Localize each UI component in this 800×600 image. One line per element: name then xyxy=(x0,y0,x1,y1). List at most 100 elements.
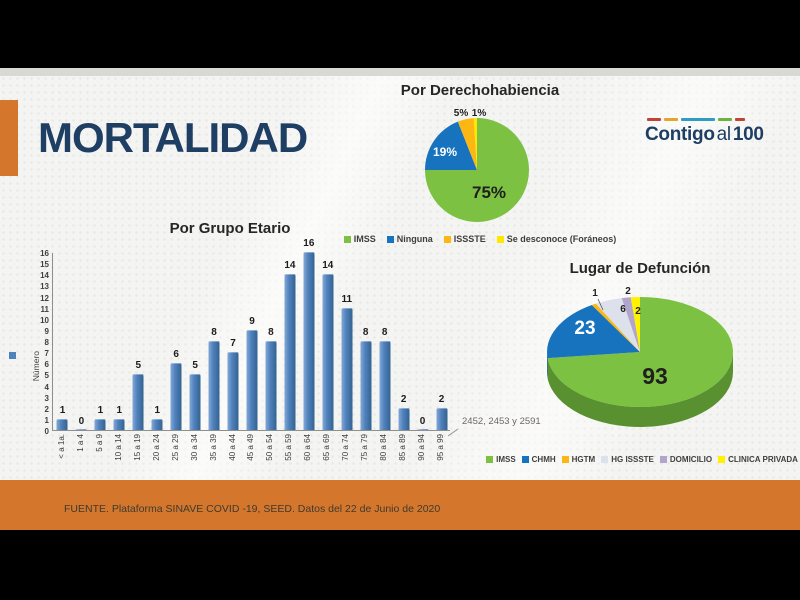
pie-chart-derechohabiencia: 75% 19% 5% 1% xyxy=(425,108,529,222)
contigo-al-100-logo: Contigo al 100 xyxy=(645,118,775,146)
bar-value: 8 xyxy=(381,327,388,338)
x-axis-label: 1 a 4 xyxy=(71,434,90,486)
pie-slice-side-CHMH xyxy=(547,352,548,379)
pie-label-IMSS: 93 xyxy=(642,363,668,389)
y-axis-tick-label: 5 xyxy=(44,371,49,381)
x-axis-label: 90 a 94 xyxy=(412,434,431,486)
x-axis-label-text: 75 a 79 xyxy=(360,434,370,461)
y-axis-tick-label: 11 xyxy=(40,304,49,314)
bar-value: 14 xyxy=(284,260,296,272)
x-axis-label-text: 15 a 19 xyxy=(132,434,142,461)
pie-slice-Ninguna xyxy=(425,121,477,170)
x-axis-label: 95 a 99 xyxy=(431,434,450,486)
x-axis-label: 5 a 9 xyxy=(90,434,109,486)
x-axis-label: 25 a 29 xyxy=(166,434,185,486)
bar-column: 8 xyxy=(375,253,394,430)
legend-label: ISSSTE xyxy=(453,234,486,244)
x-axis-label: 15 a 19 xyxy=(128,434,147,486)
page-title: MORTALIDAD xyxy=(38,114,308,161)
pie-label-HG ISSSTE: 6 xyxy=(620,304,626,315)
bar-value: 8 xyxy=(211,327,217,338)
y-axis-tick-label: 1 xyxy=(44,415,49,425)
bar-value: 5 xyxy=(192,360,198,372)
legend-label: IMSS xyxy=(353,234,376,244)
legend-item-chmh: CHMH xyxy=(521,455,556,464)
pie2-legend: IMSS CHMH HGTM HG ISSSTE DOMICILIO CLINICA PR… xyxy=(482,455,800,464)
slide-top-strip xyxy=(0,68,800,76)
legend-item-hg-issste: HG ISSSTE xyxy=(601,455,654,464)
bar-chart-title: Por Grupo Etario xyxy=(169,220,291,237)
x-axis-label-text: 10 a 14 xyxy=(113,434,123,461)
bar-column: 1 xyxy=(53,253,72,430)
bar-column: 9 xyxy=(243,253,262,430)
x-axis-label-text: 40 a 44 xyxy=(227,434,237,461)
bar-1 a 4 xyxy=(75,428,87,430)
y-axis-tick-label: 7 xyxy=(44,349,49,359)
bar-value: 8 xyxy=(362,327,369,338)
pie-slice-HGTM xyxy=(591,303,640,352)
legend-swatch xyxy=(343,235,351,243)
source-text: FUENTE. Plataforma SINAVE COVID -19, SEE… xyxy=(64,503,441,515)
legend-label: HG ISSSTE xyxy=(611,455,654,464)
bar-50 a 54 xyxy=(265,341,277,430)
bar-value: 14 xyxy=(322,260,334,272)
y-axis-tick-label: 8 xyxy=(44,338,49,347)
bar-column: 11 xyxy=(337,253,356,430)
bar-value: 7 xyxy=(230,338,236,350)
x-axis-label-text: 5 a 9 xyxy=(94,434,104,452)
bar-column: 6 xyxy=(167,253,186,430)
pie-slice-ISSSTE xyxy=(457,118,477,170)
x-axis-label-text: 95 a 99 xyxy=(436,434,446,461)
bar-30 a 34 xyxy=(189,374,201,430)
bar-value: 1 xyxy=(116,404,123,416)
bar-75 a 79 xyxy=(360,341,372,430)
legend-item-se-desconoce-for-neos-: Se desconoce (Foráneos) xyxy=(496,234,616,244)
pie-label-IMSS: 75% xyxy=(472,183,506,202)
bar-55 a 59 xyxy=(284,274,296,430)
logo-dash xyxy=(681,118,715,121)
bar-value: 16 xyxy=(303,238,315,249)
bar-45 a 49 xyxy=(246,329,258,430)
pie-slice-HG ISSSTE xyxy=(595,298,640,352)
legend-label: HGTM xyxy=(571,455,596,464)
bar-column: 2 xyxy=(394,253,413,430)
legend-item-clinica-privada: CLINICA PRIVADA xyxy=(718,455,798,464)
x-axis-label-text: 55 a 59 xyxy=(284,434,294,461)
pie-label-Ninguna: 19% xyxy=(433,145,457,159)
bar-column: 1 xyxy=(110,253,129,430)
pie-slice-CLINICA PRIVADA xyxy=(630,297,640,352)
pie-label-ISSSTE: 5% xyxy=(454,108,469,119)
x-axis-label-text: 65 a 69 xyxy=(322,434,332,461)
title-accent-bar xyxy=(0,100,18,176)
x-axis-label: 35 a 39 xyxy=(204,434,223,486)
legend-item-imss: IMSS xyxy=(486,455,516,464)
series-legend-marker xyxy=(9,352,16,359)
legend-item-issste: ISSSTE xyxy=(443,234,486,244)
logo-word-100: 100 xyxy=(732,124,764,145)
x-axis-label: < a 1a. xyxy=(52,434,71,486)
bar-20 a 24 xyxy=(151,418,163,430)
legend-label: Ninguna xyxy=(396,234,433,244)
pie2-title: Lugar de Defunción xyxy=(569,260,711,277)
legend-swatch xyxy=(561,456,569,463)
x-axis-label: 40 a 44 xyxy=(223,434,242,486)
logo-text: Contigo al 100 xyxy=(645,124,775,146)
legend-item-ninguna: Ninguna xyxy=(386,234,433,244)
y-axis-tick-label: 12 xyxy=(40,293,49,303)
bar-column: 7 xyxy=(224,253,243,430)
bar-< a 1a. xyxy=(56,418,68,430)
legend-item-imss: IMSS xyxy=(343,234,376,244)
x-axis-label-text: 45 a 49 xyxy=(246,434,256,461)
logo-dash xyxy=(647,118,661,121)
legend-swatch xyxy=(386,235,394,243)
logo-dash xyxy=(718,118,732,121)
bar-value: 11 xyxy=(341,293,353,305)
pie-slice-DOMICILIO xyxy=(621,297,640,352)
legend-label: DOMICILIO xyxy=(669,455,713,464)
bar-column: 14 xyxy=(280,253,299,430)
legend-swatch xyxy=(659,456,667,463)
x-axis-label: 20 a 24 xyxy=(147,434,166,486)
legend-swatch xyxy=(718,456,726,463)
pie-slice-side-IMSS xyxy=(547,352,733,428)
